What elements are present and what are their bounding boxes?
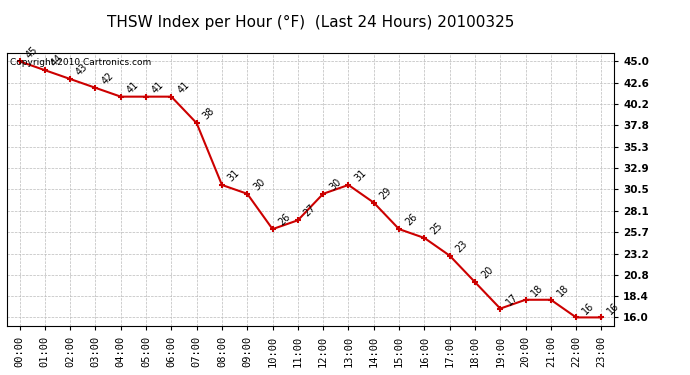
Text: 23: 23 [454,238,470,254]
Text: 44: 44 [49,53,65,69]
Text: 31: 31 [226,168,242,184]
Text: 43: 43 [75,62,90,78]
Text: 26: 26 [403,212,419,228]
Text: THSW Index per Hour (°F)  (Last 24 Hours) 20100325: THSW Index per Hour (°F) (Last 24 Hours)… [107,15,514,30]
Text: 38: 38 [201,106,217,122]
Text: 30: 30 [327,177,343,192]
Text: 27: 27 [302,203,318,219]
Text: 30: 30 [251,177,267,192]
Text: 29: 29 [378,185,394,201]
Text: 17: 17 [504,291,520,307]
Text: Copyright 2010 Cartronics.com: Copyright 2010 Cartronics.com [10,58,151,67]
Text: 42: 42 [99,70,115,86]
Text: 45: 45 [23,44,39,60]
Text: 41: 41 [150,80,166,95]
Text: 18: 18 [530,283,546,298]
Text: 31: 31 [353,168,368,184]
Text: 26: 26 [277,212,293,228]
Text: 25: 25 [428,220,444,237]
Text: 20: 20 [479,265,495,281]
Text: 41: 41 [125,80,141,95]
Text: 16: 16 [606,300,622,316]
Text: 18: 18 [555,283,571,298]
Text: 16: 16 [580,300,596,316]
Text: 41: 41 [175,80,191,95]
